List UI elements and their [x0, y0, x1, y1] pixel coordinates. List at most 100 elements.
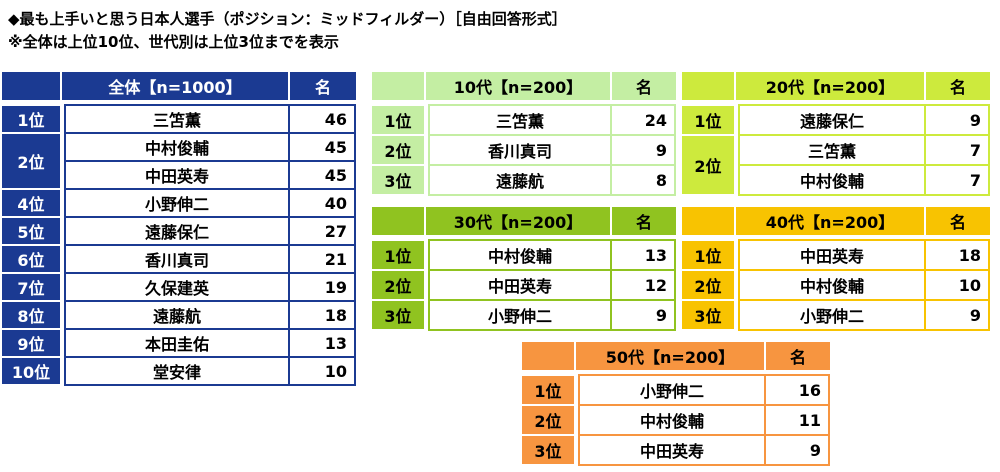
table-cells: 遠藤保仁 9 三笘薫 7 中村俊輔 7: [738, 104, 990, 196]
rank-cell: 2位: [2, 134, 60, 188]
rank-cell: 2位: [682, 136, 734, 194]
rank-cell: 8位: [2, 302, 60, 328]
table-fifties-header: 50代【n=200】 名: [522, 342, 830, 370]
title-line-2: ※全体は上位10位、世代別は上位3位までを表示: [8, 33, 339, 51]
count-cell: 10: [926, 271, 988, 299]
player-name-cell: 中田英寿: [430, 271, 610, 299]
table-overall-body: 1位 2位 4位 5位 6位 7位 8位 9位 10位 三笘薫 46 中村俊輔 …: [2, 104, 356, 386]
player-name-cell: 中田英寿: [66, 162, 288, 188]
table-cells: 小野伸二 16 中村俊輔 11 中田英寿 9: [578, 374, 830, 466]
player-name-cell: 中村俊輔: [580, 406, 764, 434]
count-cell: 9: [926, 301, 988, 329]
rank-cell: 6位: [2, 246, 60, 272]
count-cell: 7: [926, 136, 988, 164]
header-group-label: 全体【n=1000】: [62, 72, 288, 100]
table-fifties-body: 1位 2位 3位 小野伸二 16 中村俊輔 11 中田英寿 9: [522, 374, 830, 466]
table-twenties-body: 1位 2位 遠藤保仁 9 三笘薫 7 中村俊輔 7: [682, 104, 990, 196]
rank-column: 1位 2位 3位: [682, 241, 734, 329]
rank-column: 1位 2位: [682, 106, 734, 194]
table-teens-body: 1位 2位 3位 三笘薫 24 香川真司 9 遠藤航 8: [372, 104, 676, 196]
rank-cell: 3位: [682, 301, 734, 329]
count-cell: 46: [290, 106, 354, 132]
count-cell: 13: [612, 241, 674, 269]
rank-cell: 2位: [372, 271, 424, 299]
rank-cell: 2位: [682, 271, 734, 299]
table-cells: 三笘薫 24 香川真司 9 遠藤航 8: [428, 104, 676, 196]
header-unit-label: 名: [926, 207, 990, 235]
player-name-cell: 中村俊輔: [740, 166, 924, 194]
count-cell: 18: [926, 241, 988, 269]
count-cell: 18: [290, 302, 354, 328]
rank-cell: 1位: [682, 241, 734, 269]
table-cells: 三笘薫 46 中村俊輔 45 中田英寿 45 小野伸二 40 遠藤保仁 27 香…: [64, 104, 356, 386]
count-cell: 10: [290, 358, 354, 384]
header-rank-spacer: [372, 207, 424, 235]
table-forties: 40代【n=200】 名 1位 2位 3位 中田英寿 18 中村俊輔 10 小野…: [682, 207, 990, 331]
count-cell: 12: [612, 271, 674, 299]
rank-cell: 7位: [2, 274, 60, 300]
table-overall-header: 全体【n=1000】 名: [2, 72, 356, 100]
rank-column: 1位 2位 3位: [522, 376, 574, 464]
player-name-cell: 遠藤保仁: [66, 218, 288, 244]
header-group-label: 30代【n=200】: [426, 207, 610, 235]
player-name-cell: 三笘薫: [430, 106, 610, 134]
count-cell: 19: [290, 274, 354, 300]
table-forties-body: 1位 2位 3位 中田英寿 18 中村俊輔 10 小野伸二 9: [682, 239, 990, 331]
header-rank-spacer: [682, 207, 734, 235]
rank-cell: 1位: [682, 106, 734, 134]
page-title: ◆最も上手いと思う日本人選手（ポジション：ミッドフィルダー）［自由回答形式］ ※…: [8, 8, 567, 54]
header-rank-spacer: [522, 342, 574, 370]
count-cell: 45: [290, 134, 354, 160]
player-name-cell: 中村俊輔: [740, 271, 924, 299]
header-rank-spacer: [682, 72, 734, 100]
player-name-cell: 遠藤航: [430, 166, 610, 194]
player-name-cell: 中村俊輔: [430, 241, 610, 269]
player-name-cell: 中村俊輔: [66, 134, 288, 160]
count-cell: 9: [766, 436, 828, 464]
rank-cell: 4位: [2, 190, 60, 216]
table-thirties: 30代【n=200】 名 1位 2位 3位 中村俊輔 13 中田英寿 12 小野…: [372, 207, 676, 331]
player-name-cell: 三笘薫: [66, 106, 288, 132]
rank-cell: 3位: [372, 301, 424, 329]
player-name-cell: 小野伸二: [430, 301, 610, 329]
player-name-cell: 本田圭佑: [66, 330, 288, 356]
header-unit-label: 名: [290, 72, 356, 100]
rank-cell: 5位: [2, 218, 60, 244]
header-group-label: 50代【n=200】: [576, 342, 764, 370]
table-teens: 10代【n=200】 名 1位 2位 3位 三笘薫 24 香川真司 9 遠藤航 …: [372, 72, 676, 196]
table-thirties-header: 30代【n=200】 名: [372, 207, 676, 235]
player-name-cell: 堂安律: [66, 358, 288, 384]
rank-cell: 3位: [372, 166, 424, 194]
player-name-cell: 遠藤航: [66, 302, 288, 328]
player-name-cell: 遠藤保仁: [740, 106, 924, 134]
count-cell: 40: [290, 190, 354, 216]
table-twenties: 20代【n=200】 名 1位 2位 遠藤保仁 9 三笘薫 7 中村俊輔 7: [682, 72, 990, 196]
count-cell: 11: [766, 406, 828, 434]
table-thirties-body: 1位 2位 3位 中村俊輔 13 中田英寿 12 小野伸二 9: [372, 239, 676, 331]
rank-cell: 9位: [2, 330, 60, 356]
rank-column: 1位 2位 3位: [372, 106, 424, 194]
rank-cell: 3位: [522, 436, 574, 464]
rank-cell: 2位: [522, 406, 574, 434]
player-name-cell: 小野伸二: [66, 190, 288, 216]
table-overall: 全体【n=1000】 名 1位 2位 4位 5位 6位 7位 8位 9位 10位…: [2, 72, 356, 386]
player-name-cell: 小野伸二: [580, 376, 764, 404]
count-cell: 9: [926, 106, 988, 134]
title-line-1: ◆最も上手いと思う日本人選手（ポジション：ミッドフィルダー）［自由回答形式］: [8, 10, 567, 28]
count-cell: 7: [926, 166, 988, 194]
header-rank-spacer: [2, 72, 60, 100]
count-cell: 9: [612, 136, 674, 164]
header-unit-label: 名: [612, 72, 676, 100]
header-unit-label: 名: [926, 72, 990, 100]
header-unit-label: 名: [612, 207, 676, 235]
player-name-cell: 中田英寿: [740, 241, 924, 269]
rank-cell: 10位: [2, 358, 60, 384]
rank-column: 1位 2位 3位: [372, 241, 424, 329]
header-group-label: 40代【n=200】: [736, 207, 924, 235]
header-rank-spacer: [372, 72, 424, 100]
header-unit-label: 名: [766, 342, 830, 370]
count-cell: 24: [612, 106, 674, 134]
player-name-cell: 香川真司: [430, 136, 610, 164]
player-name-cell: 中田英寿: [580, 436, 764, 464]
